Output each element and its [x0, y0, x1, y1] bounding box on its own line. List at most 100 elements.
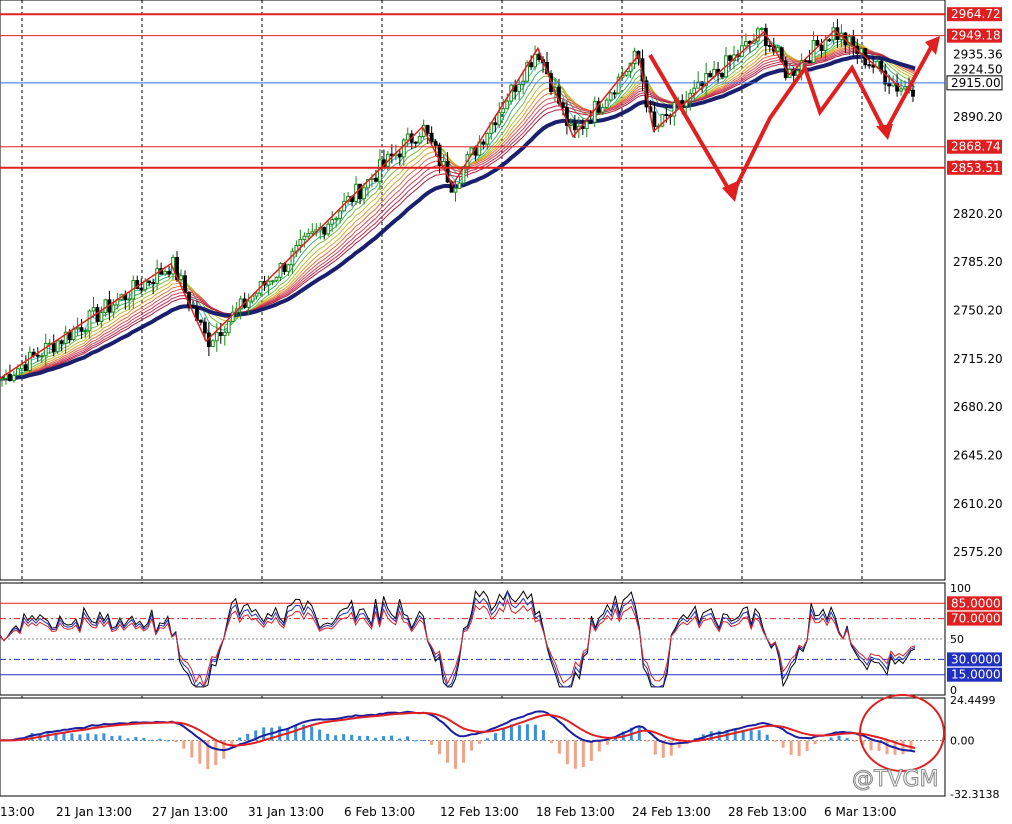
candle-body: [728, 55, 732, 61]
candle-body: [147, 280, 152, 284]
price-level-label: 2868.74: [951, 140, 1001, 154]
osc-tick-label: 0: [950, 684, 957, 697]
candle-body: [306, 233, 311, 237]
macd-hist-bar: [565, 740, 569, 765]
candle-body: [899, 88, 903, 92]
macd-hist-bar: [302, 724, 306, 741]
macd-hist-bar: [382, 736, 386, 741]
candle-body: [767, 45, 772, 48]
candle-body: [214, 332, 219, 342]
macd-hist-bar: [797, 740, 801, 757]
price-level-tag: [947, 139, 1002, 154]
candle-body: [99, 311, 104, 322]
macd-hist-bar: [597, 740, 601, 752]
macd-hist-bar: [334, 735, 338, 741]
macd-hist-bar: [749, 730, 753, 741]
y-tick-label: 2924.50: [953, 63, 1003, 77]
macd-tick-label: 24.4499: [950, 694, 996, 707]
candle-body: [481, 141, 486, 145]
candle-body: [664, 114, 669, 117]
candle-body: [135, 280, 140, 289]
candle-body: [111, 304, 116, 313]
candle-body: [79, 327, 84, 332]
macd-hist-bar: [821, 740, 825, 742]
candle-body: [397, 153, 402, 158]
candle-body: [302, 235, 307, 240]
macd-hist-bar: [30, 732, 34, 741]
ma-ribbon-line: [0, 44, 916, 380]
macd-hist-bar: [326, 733, 330, 741]
y-tick-label: 2890.20: [953, 110, 1003, 124]
candle-body: [700, 81, 705, 87]
price-level-label: 2964.72: [951, 7, 1001, 21]
candle-body: [19, 364, 24, 370]
macd-hist-bar: [573, 740, 577, 769]
macd-hist-bar: [757, 730, 761, 741]
candle-body: [266, 280, 271, 286]
y-tick-label: 2610.20: [953, 497, 1003, 511]
arrow-head: [722, 180, 740, 202]
macd-hist-bar: [677, 740, 681, 748]
macd-hist-bar: [645, 740, 649, 742]
macd-hist-bar: [525, 724, 529, 741]
candle-body: [572, 123, 577, 131]
candle-body: [286, 264, 291, 272]
macd-hist-bar: [805, 740, 809, 752]
candle-body: [151, 282, 156, 285]
price-level-tag: [947, 160, 1002, 175]
macd-hist-bar: [414, 740, 418, 742]
macd-hist-bar: [533, 724, 537, 741]
macd-hist-bar: [134, 736, 138, 741]
candle-body: [35, 354, 40, 357]
candle-body: [175, 256, 179, 281]
candle-body: [338, 210, 343, 219]
macd-hist-bar: [430, 740, 434, 745]
candle-body: [433, 141, 438, 146]
candle-body: [310, 231, 315, 235]
candle-body: [163, 270, 167, 275]
macd-hist-bar: [741, 729, 745, 741]
candle-body: [27, 351, 32, 371]
macd-hist-bar: [190, 740, 194, 758]
y-tick-label-partial: 2935.36: [953, 48, 1003, 62]
osc-level-label: 85.0000: [951, 596, 1001, 610]
ma-ribbon-line: [0, 46, 916, 380]
candle-body: [887, 83, 892, 87]
candle-body: [322, 227, 327, 235]
candle-body: [720, 72, 724, 78]
candle-body: [612, 92, 617, 95]
candle-body: [87, 310, 92, 332]
candle-body: [815, 39, 820, 46]
candle-body: [51, 342, 56, 353]
macd-hist-bar: [733, 729, 737, 741]
candle-body: [23, 364, 28, 371]
x-tick-label: 31 Jan 13:00: [248, 805, 324, 819]
macd-hist-bar: [54, 732, 58, 741]
macd-hist-bar: [438, 740, 442, 755]
zigzag-line: [0, 29, 901, 380]
candle-body: [191, 305, 195, 309]
candle-body: [210, 340, 215, 348]
osc-level-tag: [947, 652, 1002, 667]
macd-hist-bar: [62, 732, 66, 741]
candle-body: [911, 89, 915, 97]
candle-body: [16, 368, 20, 376]
candle-body: [497, 112, 502, 126]
candle-body: [202, 321, 207, 334]
candle-body: [827, 39, 832, 42]
macd-hist-bar: [246, 733, 250, 741]
macd-hist-bar: [557, 740, 561, 754]
candle-body: [744, 41, 748, 47]
arrow-head: [925, 36, 940, 55]
macd-hist-bar: [669, 740, 673, 756]
candle-body: [238, 298, 243, 310]
candle-body: [374, 177, 378, 182]
osc-line: [0, 589, 916, 688]
macd-hist-bar: [781, 740, 785, 748]
macd-hist-bar: [422, 740, 426, 742]
candle-body: [366, 179, 370, 189]
candle-body: [672, 102, 677, 117]
candle-body: [533, 53, 537, 68]
candle-body: [67, 331, 72, 340]
candle-body: [83, 330, 88, 333]
